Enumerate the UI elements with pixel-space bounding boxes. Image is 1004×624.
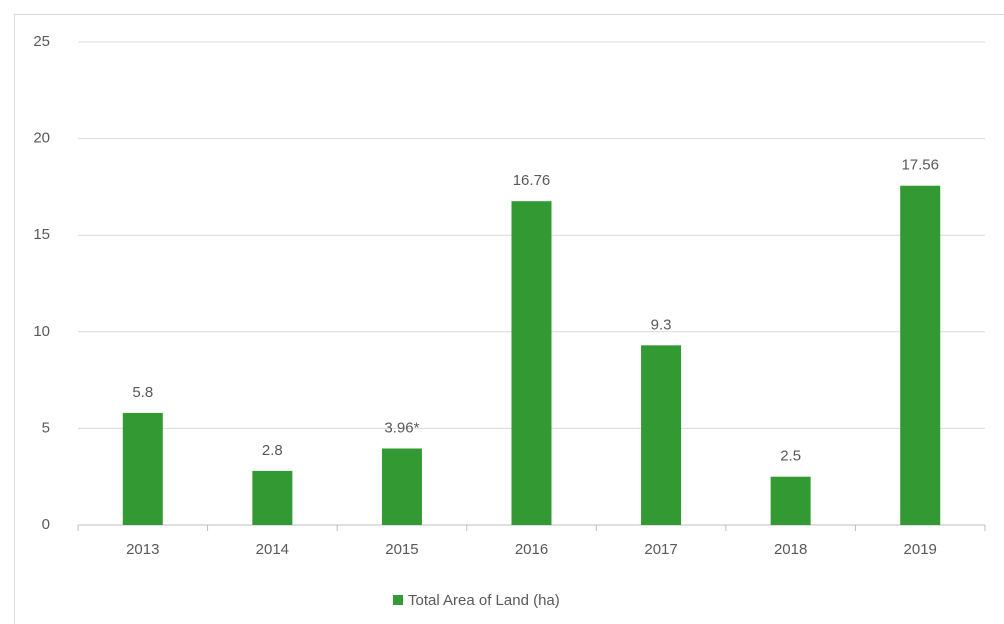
x-tick-label: 2017 <box>644 541 677 558</box>
bar <box>641 345 682 525</box>
y-tick-label: 5 <box>42 419 50 436</box>
data-label: 5.8 <box>132 384 153 401</box>
x-tick-label: 2015 <box>385 541 418 558</box>
data-label: 9.3 <box>651 316 672 333</box>
bar <box>252 470 293 525</box>
bar <box>900 185 941 526</box>
x-tick-label: 2018 <box>774 541 807 558</box>
bar <box>511 201 552 526</box>
bar <box>770 476 811 525</box>
data-label: 17.56 <box>901 157 939 174</box>
data-label: 16.76 <box>513 172 551 189</box>
legend-swatch <box>393 595 403 605</box>
chart-border <box>14 14 1004 624</box>
data-label: 2.8 <box>262 442 283 459</box>
y-tick-label: 10 <box>33 323 50 340</box>
y-tick-label: 0 <box>42 516 50 533</box>
y-tick-label: 15 <box>33 226 50 243</box>
bar <box>122 412 163 525</box>
x-tick-label: 2013 <box>126 541 159 558</box>
bar <box>381 448 422 525</box>
y-tick-label: 20 <box>33 130 50 147</box>
legend-label: Total Area of Land (ha) <box>408 592 560 609</box>
y-tick-label: 25 <box>33 33 50 50</box>
data-label: 2.5 <box>780 448 801 465</box>
data-label: 3.96* <box>384 419 419 436</box>
x-tick-label: 2019 <box>904 541 937 558</box>
x-tick-label: 2014 <box>256 541 289 558</box>
x-tick-label: 2016 <box>515 541 548 558</box>
